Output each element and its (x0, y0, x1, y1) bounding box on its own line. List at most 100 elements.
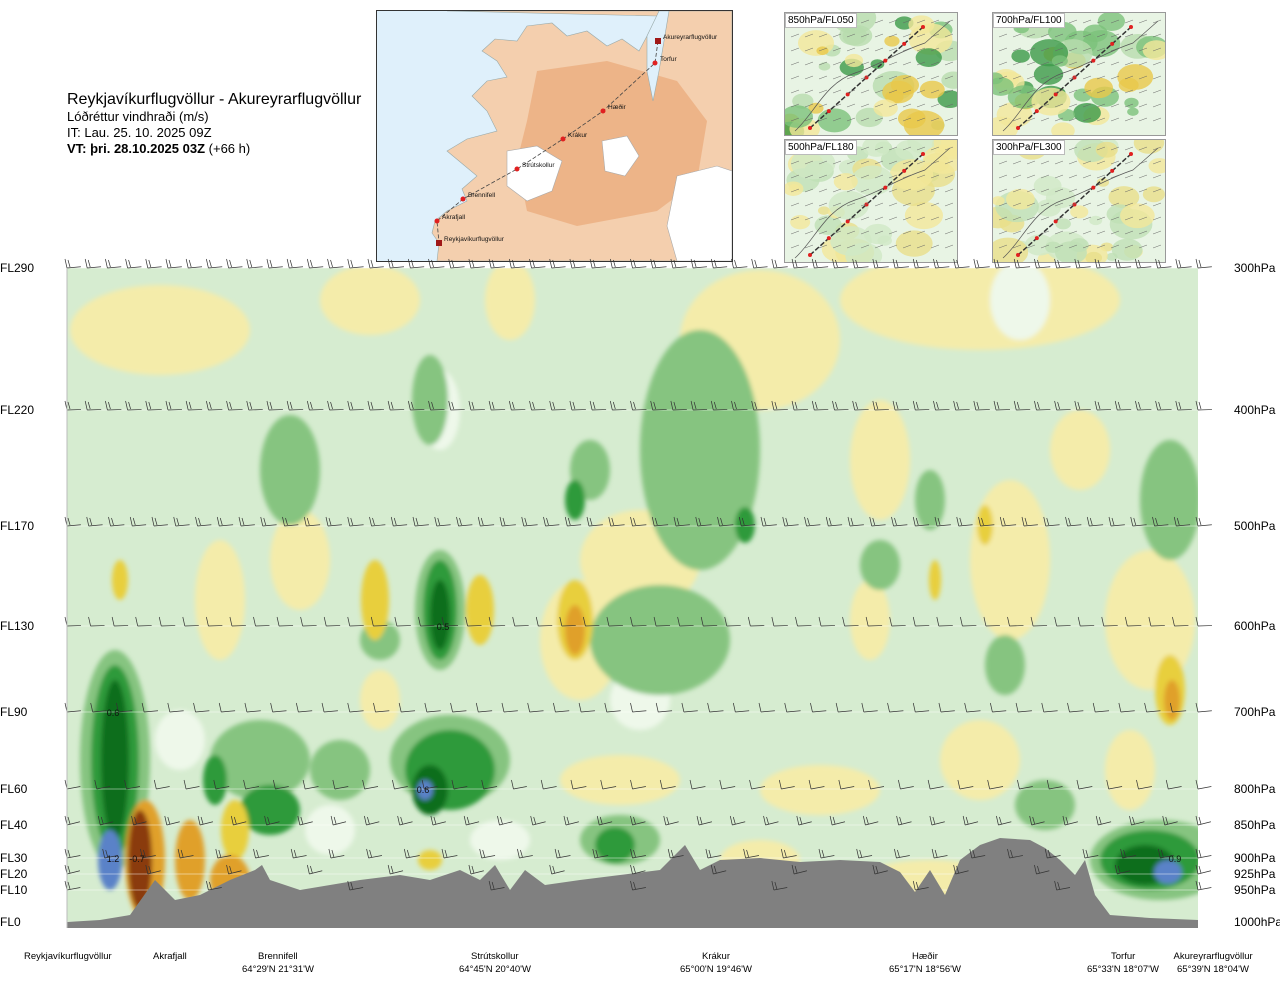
wind-barb-feather (897, 849, 900, 858)
pressure-tick-800hpa: 800hPa (1234, 782, 1276, 796)
field-blob (1011, 49, 1030, 63)
wind-barb-feather (148, 865, 152, 874)
inset-barb (1110, 117, 1120, 122)
wind-barb-feather (999, 816, 1002, 825)
inset-barb (902, 47, 912, 52)
wind-barb (523, 524, 538, 527)
wind-barb-feather (1074, 258, 1078, 269)
inset-barb (1110, 33, 1120, 38)
wind-barb-feather (838, 779, 842, 790)
waypoint-label-3: Krákur (568, 132, 588, 139)
wind-barb (1168, 786, 1182, 790)
wind-barb-feather (185, 400, 189, 411)
wind-barb (915, 266, 930, 269)
inset-barb (888, 33, 898, 38)
wind-barb-feather (595, 849, 599, 858)
wind-barb-feather (456, 516, 459, 527)
wind-barb-feather (188, 259, 192, 268)
inset-barb (888, 47, 898, 52)
wind-barb-feather (912, 880, 916, 891)
wind-barb (118, 710, 133, 713)
wind-barb (858, 855, 873, 859)
field-contour-up_1 (260, 415, 320, 525)
wind-barb-feather (915, 881, 919, 890)
wind-barb (87, 266, 102, 269)
wind-barb-feather (1158, 401, 1161, 410)
wind-barb-feather (690, 258, 694, 269)
wind-barb-feather (111, 616, 115, 627)
wind-barb (551, 266, 566, 269)
inset-barb (998, 202, 1008, 207)
field-contour-up_1 (1015, 780, 1075, 830)
wind-barb-feather (290, 848, 294, 859)
wind-barb-feather (1135, 400, 1138, 411)
inset-barb (916, 19, 926, 24)
wind-barb (248, 266, 263, 269)
wind-barb (900, 786, 914, 790)
wind-barb (719, 524, 734, 527)
wind-barb-feather (67, 849, 71, 858)
wind-barb (1031, 821, 1045, 826)
wind-barb-feather (729, 815, 733, 826)
wind-barb-feather (226, 400, 229, 411)
wind-barb-feather (1198, 816, 1202, 825)
wind-barb-feather (681, 702, 685, 713)
wind-barb-feather (167, 702, 171, 713)
inset-barb (902, 202, 912, 207)
inset-barb (832, 117, 842, 122)
wind-barb-feather (700, 616, 704, 627)
wind-barb (1132, 524, 1147, 527)
inset-barb (790, 61, 800, 66)
inset-barb (818, 47, 828, 52)
inset-map-300-svg (993, 140, 1165, 262)
wind-barb (1056, 266, 1071, 269)
wind-barb (1045, 524, 1060, 527)
wind-barb-feather (328, 848, 332, 859)
wind-barb-feather (1157, 848, 1161, 859)
inset-barb (874, 19, 884, 24)
wind-barb-feather (67, 259, 71, 268)
wind-barb-feather (390, 865, 394, 874)
wind-barb-feather (134, 816, 137, 825)
wind-barb-feather (693, 259, 697, 268)
wind-barb-feather (689, 779, 693, 790)
wind-barb-feather (390, 516, 394, 527)
inset-barb (1096, 202, 1106, 207)
inset-waypoint (1129, 25, 1133, 29)
wind-barb-feather (811, 400, 815, 411)
inset-waypoint (1034, 109, 1039, 114)
wind-barb-feather (347, 516, 351, 527)
wind-barb-feather (530, 815, 534, 826)
inset-barb (804, 244, 814, 249)
inset-barb (1068, 230, 1078, 235)
inset-barb (832, 103, 842, 108)
inset-barb (832, 33, 842, 38)
inset-barb (1124, 61, 1134, 66)
value-label-1: 1.2 (107, 854, 120, 864)
value-label-4: 0.6 (417, 785, 430, 795)
wind-barb-feather (589, 400, 593, 411)
wind-barb (424, 786, 438, 790)
wind-barb (733, 266, 748, 269)
inset-barb (818, 117, 828, 122)
inset-barb (1152, 244, 1162, 249)
wind-barb (793, 870, 808, 875)
wind-barb-feather (996, 259, 1000, 268)
wind-barb (481, 855, 496, 859)
inset-barb (1040, 117, 1050, 122)
inset-barb (930, 61, 940, 66)
wind-barb-feather (392, 779, 395, 790)
wind-barb-feather (229, 616, 233, 627)
inset-barb (1138, 33, 1148, 38)
inset-barb (804, 47, 814, 52)
wind-barb-feather (1195, 516, 1199, 527)
wind-barb-feather (89, 517, 93, 526)
wind-barb (1110, 524, 1125, 527)
wind-barb (931, 821, 945, 826)
wind-barb-feather (835, 702, 839, 713)
waypoint-label-6: Akrafjall (442, 214, 466, 221)
inset-barb (944, 117, 954, 122)
inset-barb (846, 188, 856, 193)
wind-barb (147, 266, 162, 269)
wind-barb-feather (128, 259, 131, 268)
